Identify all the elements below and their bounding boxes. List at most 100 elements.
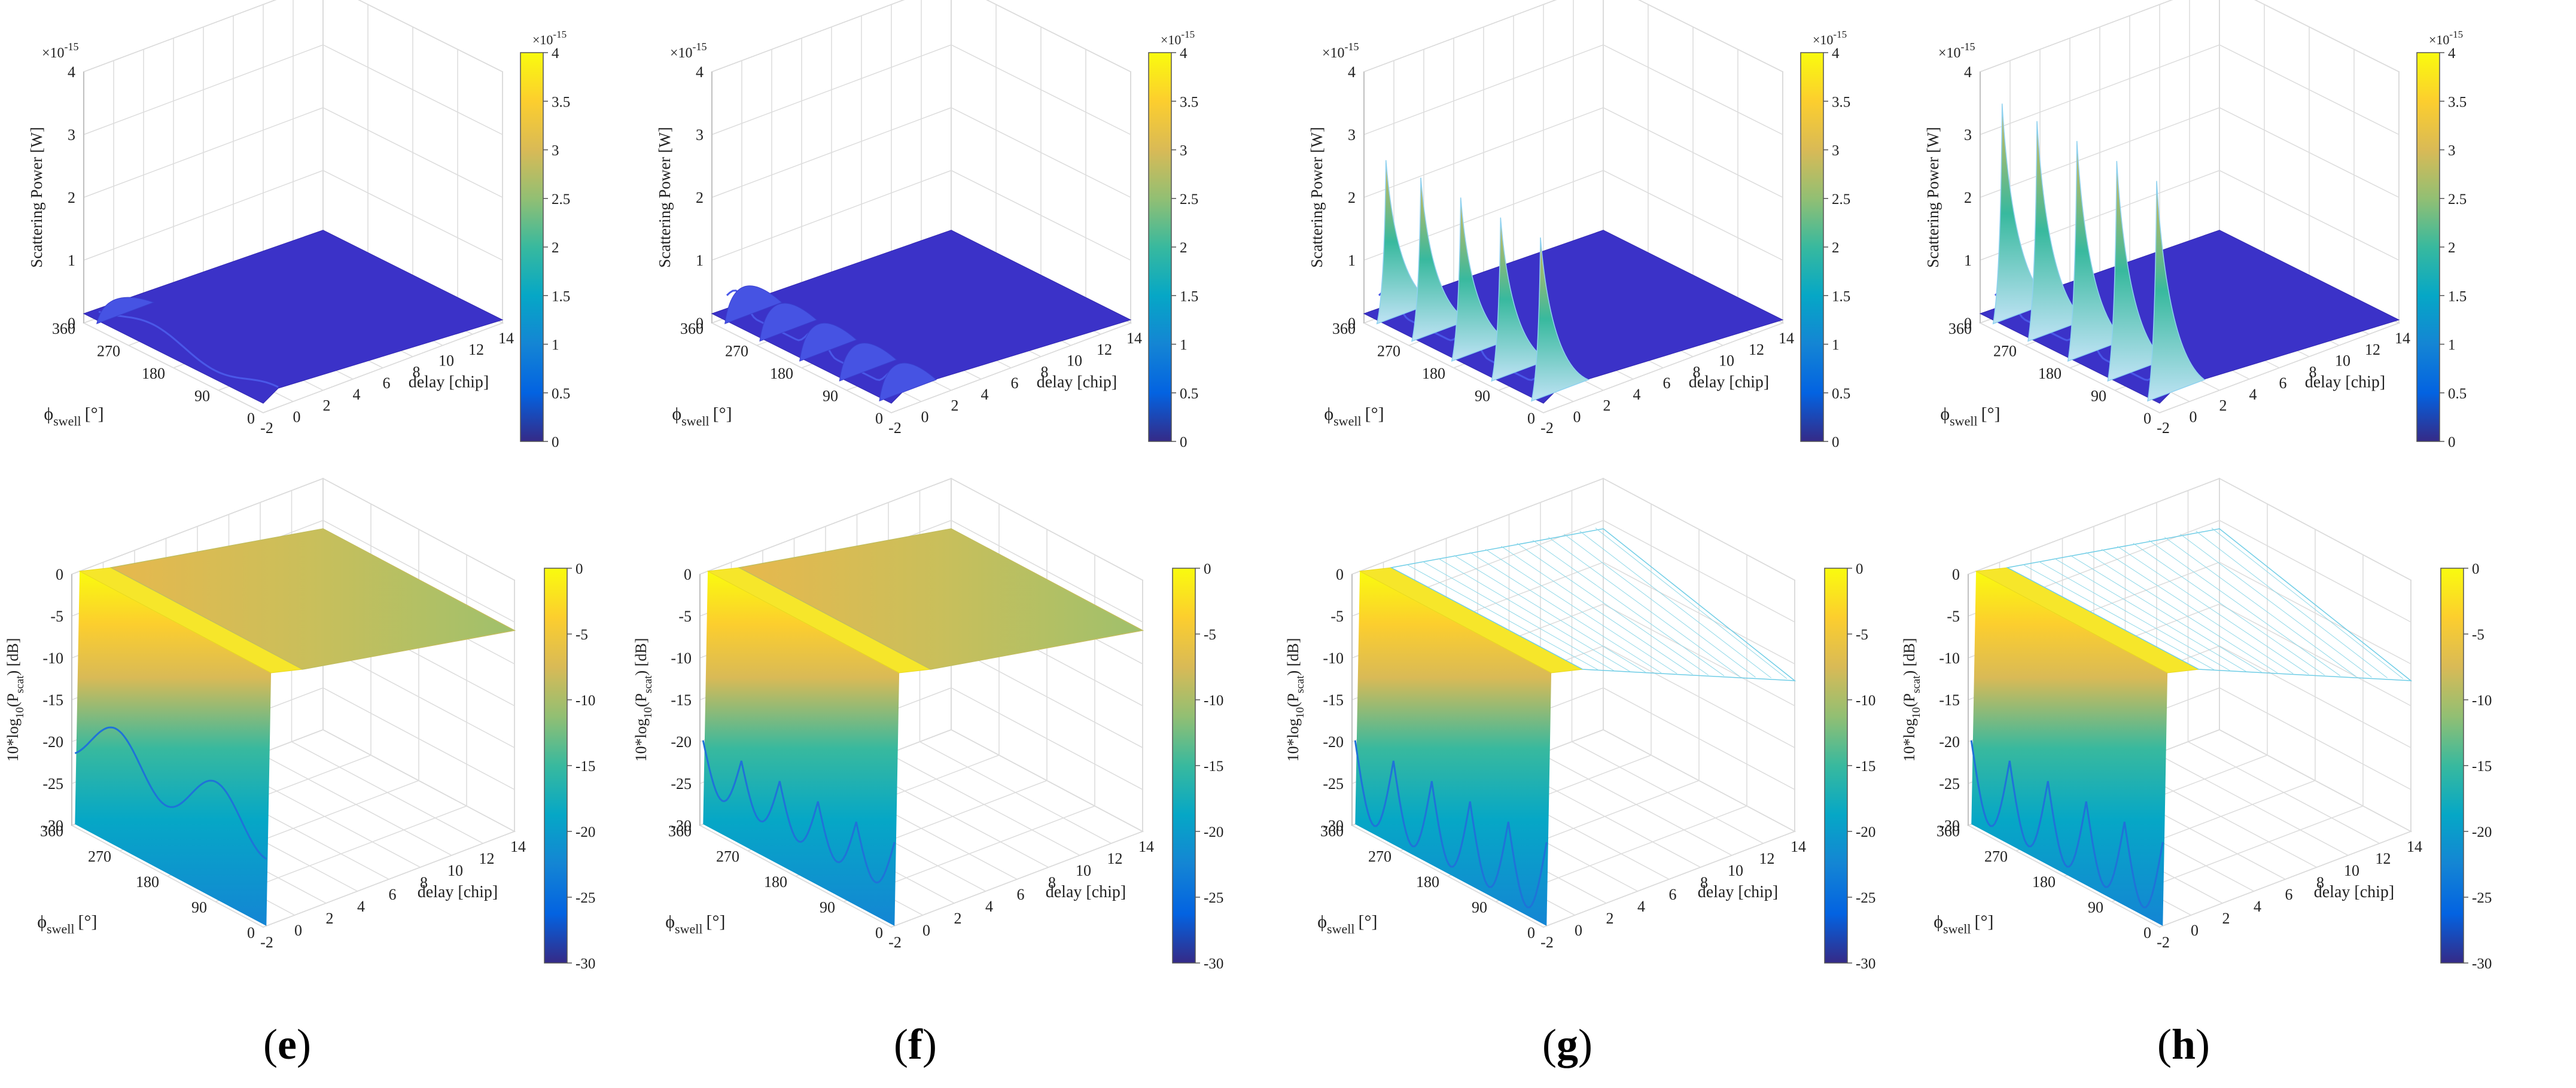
x-tick-label: 2 <box>1606 910 1614 927</box>
z-axis-label: Scattering Power [W] <box>1924 127 1942 267</box>
y-tick-label: 90 <box>191 899 207 916</box>
colorbar-tick-label: 0 <box>1180 434 1187 450</box>
colorbar-tick-label: -15 <box>1856 758 1875 775</box>
x-axis-label: delay [chip] <box>1037 373 1118 392</box>
x-tick-label: 10 <box>1076 862 1091 879</box>
colorbar-tick-label: -5 <box>576 627 588 643</box>
z-gridline <box>1980 0 2400 72</box>
surface-edge <box>1970 740 2164 909</box>
surface <box>711 230 1132 404</box>
x-tick-label: 2 <box>1603 397 1611 415</box>
y-tick-label: 360 <box>1320 822 1344 840</box>
y-gridline <box>1543 72 1783 413</box>
colorbar-tick-label: 0.5 <box>1832 386 1850 402</box>
x-tick-label: 12 <box>1749 341 1764 358</box>
x-tick-label: 10 <box>439 352 454 370</box>
surface-edge <box>74 726 267 860</box>
x-tick-label: 0 <box>2190 408 2197 425</box>
x-axis-label: delay [chip] <box>2314 883 2395 901</box>
colorbar-tick-label: -10 <box>1204 693 1223 709</box>
colorbar: -30 -25 -20 -15 -10 -5 0 <box>1172 561 1223 972</box>
z-tick-label: -5 <box>50 608 63 625</box>
colorbar-tick-label: 0.5 <box>2448 386 2467 402</box>
surface-mesh-line <box>2180 534 2372 678</box>
surface-peak <box>839 343 897 382</box>
x-tick-label: 8 <box>1700 874 1708 891</box>
colorbar-gradient <box>1824 568 1848 964</box>
y-gridline <box>2159 72 2400 413</box>
surface-floor <box>738 528 1144 670</box>
surface-mesh-line <box>1406 564 1599 671</box>
z-tick-label: -25 <box>42 775 63 793</box>
x-tick-label: 14 <box>1779 330 1794 347</box>
panel-letter: (f) <box>894 1020 937 1068</box>
surface-mesh-line <box>1485 548 1677 674</box>
colorbar: 0 0.5 1 1.5 2 2.5 3 3.5 4×10-15 <box>1148 29 1198 450</box>
y-axis-label: ϕswell [°] <box>1940 404 2000 429</box>
y-tick-label: 180 <box>770 365 793 382</box>
colorbar-tick-label: 3.5 <box>2448 94 2467 110</box>
surface-mesh-line <box>1532 540 1725 676</box>
z-tick-label: -15 <box>671 691 692 709</box>
z-tick-label: -15 <box>1939 691 1960 709</box>
y-tick-label: 90 <box>820 899 835 916</box>
surface-mesh-line <box>2148 540 2341 676</box>
colorbar-tick-label: -25 <box>1856 890 1875 906</box>
x-tick-label: 0 <box>2191 922 2199 939</box>
surface-mesh-line <box>1422 561 1615 671</box>
surface-peak <box>799 322 857 362</box>
y-axis-label: ϕswell [°] <box>672 404 732 429</box>
x-tick-label: 6 <box>1011 374 1019 392</box>
x-tick-label: 4 <box>1633 386 1641 403</box>
surface-floor <box>109 528 516 670</box>
colorbar-tick-label: 4 <box>1180 45 1187 62</box>
y-tick-label: 0 <box>1527 924 1535 941</box>
surface-mesh-line <box>1548 537 1740 677</box>
colorbar-tick-label: 0 <box>1832 434 1840 450</box>
x-tick-label: 6 <box>2279 374 2287 392</box>
surface-mesh-line <box>1564 534 1756 678</box>
y-tick-label: 180 <box>2032 873 2056 891</box>
y-tick-label: 0 <box>247 924 255 941</box>
panel-letter: (e) <box>263 1020 311 1068</box>
y-gridline <box>263 580 515 928</box>
surface-mesh-line <box>1579 531 1771 678</box>
x-tick-label: 6 <box>1663 374 1671 392</box>
x-tick-label: 14 <box>2407 838 2422 855</box>
colorbar-tick-label: 1 <box>2448 337 2456 353</box>
x-tick-label: 4 <box>357 898 365 915</box>
y-gridline <box>1543 580 1795 928</box>
z-tick-label: -20 <box>42 733 63 751</box>
z-exponent-label: ×10-15 <box>1938 41 1975 61</box>
surface-mesh-line <box>2117 545 2309 675</box>
z-gridline <box>711 0 1131 72</box>
colorbar-exponent-label: ×10-15 <box>2429 29 2463 47</box>
x-tick-label: 10 <box>1728 862 1743 879</box>
colorbar-tick-label: 1 <box>1832 337 1840 353</box>
colorbar-tick-label: 2.5 <box>1832 191 1850 208</box>
colorbar-tick-label: 3 <box>1832 143 1840 159</box>
x-tick-label: 10 <box>1067 352 1082 370</box>
surface-mesh-line <box>2133 543 2325 676</box>
x-tick-label: 8 <box>1048 874 1056 891</box>
x-tick-label: -2 <box>260 419 273 437</box>
z-tick-label: -25 <box>671 775 692 793</box>
y-tick-label: 180 <box>1422 365 1445 382</box>
colorbar-exponent-label: ×10-15 <box>532 29 567 47</box>
z-tick-label: -25 <box>1939 775 1960 793</box>
colorbar-tick-label: 1 <box>552 337 559 353</box>
surface-mesh-line <box>2054 558 2246 672</box>
surface-peak <box>96 297 155 324</box>
colorbar-tick-label: 4 <box>1832 45 1840 62</box>
y-tick-label: 90 <box>194 388 210 405</box>
surface-peak <box>1992 103 2051 325</box>
surface-peak <box>724 285 782 324</box>
colorbar-tick-label: 3.5 <box>552 94 570 110</box>
x-tick-label: 14 <box>498 330 514 347</box>
x-tick-label: 8 <box>2316 874 2324 891</box>
surface-mesh-line <box>1595 528 1788 679</box>
panel-letter: (g) <box>1542 1020 1593 1068</box>
